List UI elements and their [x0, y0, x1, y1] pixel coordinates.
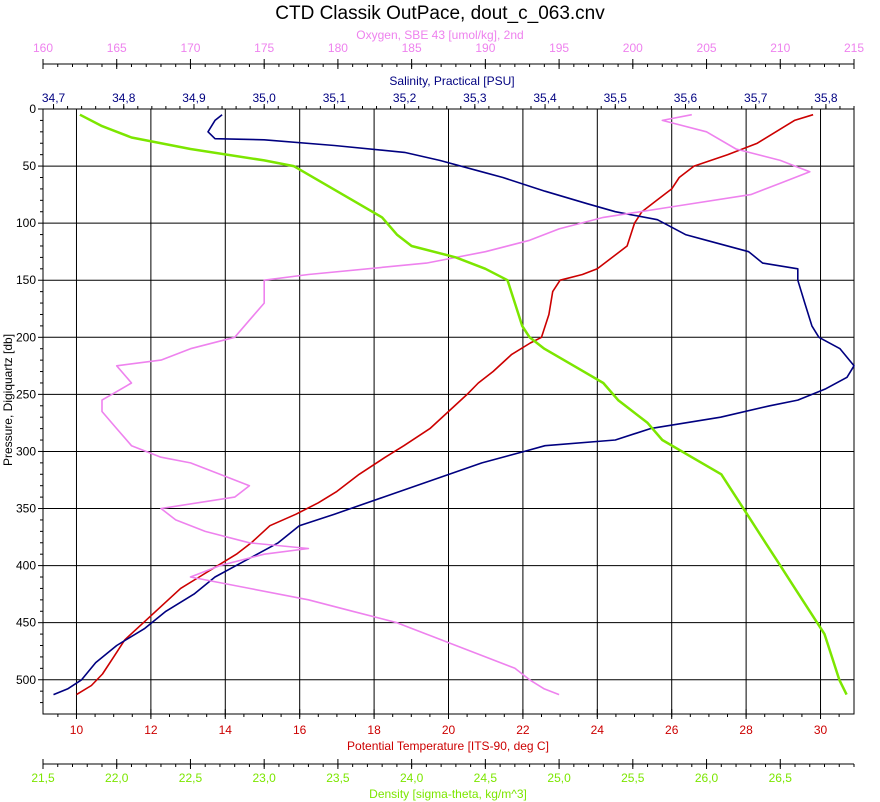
density-tick-label: 23,0	[253, 771, 277, 785]
density-axis-label: Density [sigma-theta, kg/m^3]	[369, 787, 527, 801]
chart-title: CTD Classik OutPace, dout_c_063.cnv	[275, 3, 605, 24]
salinity-tick-label: 35,6	[674, 91, 698, 105]
salinity-tick-label: 35,0	[253, 91, 277, 105]
pressure-tick-label: 0	[29, 102, 36, 116]
density-tick-label: 26,5	[769, 771, 793, 785]
density-tick-label: 23,5	[326, 771, 350, 785]
salinity-tick-label: 35,8	[814, 91, 838, 105]
pressure-axis-label: Pressure, Digiquartz [db]	[1, 334, 15, 466]
temperature-tick-label: 24	[591, 723, 605, 737]
salinity-tick-label: 35,7	[744, 91, 768, 105]
oxygen-tick-label: 195	[549, 41, 569, 55]
temperature-tick-label: 30	[814, 723, 828, 737]
salinity-tick-label: 34,7	[42, 91, 66, 105]
series-layer	[53, 113, 855, 696]
top-axes: Oxygen, SBE 43 [umol/kg], 2nd 160 165 170 1…	[33, 28, 864, 114]
oxygen-tick-label: 165	[107, 41, 127, 55]
pressure-tick-label: 350	[16, 502, 36, 516]
density-tick-label: 22,0	[105, 771, 129, 785]
salinity-tick-label: 34,8	[112, 91, 136, 105]
temperature-axis: 10 12 14 16 18 20 22 24 26 28 30	[43, 709, 854, 737]
oxygen-tick-label: 180	[328, 41, 348, 55]
pressure-tick-label: 200	[16, 330, 36, 344]
density-tick-label: 22,5	[179, 771, 203, 785]
density-tick-label: 25,0	[547, 771, 571, 785]
oxygen-tick-label: 210	[770, 41, 790, 55]
oxygen-tick-label: 190	[475, 41, 495, 55]
pressure-tick-label: 100	[16, 216, 36, 230]
salinity-tick-label: 35,3	[463, 91, 487, 105]
pressure-tick-label: 300	[16, 444, 36, 458]
temperature-tick-label: 26	[665, 723, 679, 737]
density-tick-label: 24,0	[400, 771, 424, 785]
oxygen-axis-label: Oxygen, SBE 43 [umol/kg], 2nd	[356, 28, 523, 42]
salinity-axis-label: Salinity, Practical [PSU]	[389, 74, 514, 88]
temperature-tick-label: 16	[293, 723, 307, 737]
salinity-tick-label: 35,1	[323, 91, 347, 105]
series-density-line	[79, 113, 848, 696]
pressure-tick-label: 250	[16, 387, 36, 401]
plot-area	[42, 108, 855, 715]
oxygen-axis: 160 165 170 175 180 185 190 195 200 205 210 215	[33, 41, 864, 69]
temperature-tick-label: 12	[144, 723, 158, 737]
oxygen-tick-label: 160	[33, 41, 53, 55]
density-tick-label: 24,5	[474, 771, 498, 785]
temperature-tick-label: 10	[70, 723, 84, 737]
oxygen-tick-label: 205	[697, 41, 717, 55]
temperature-tick-label: 14	[219, 723, 233, 737]
temperature-tick-label: 28	[739, 723, 753, 737]
salinity-tick-label: 34,9	[182, 91, 206, 105]
salinity-tick-label: 35,5	[604, 91, 628, 105]
temperature-axis-label: Potential Temperature [ITS-90, deg C]	[347, 739, 549, 753]
oxygen-tick-label: 175	[254, 41, 274, 55]
oxygen-tick-label: 185	[402, 41, 422, 55]
pressure-tick-label: 450	[16, 616, 36, 630]
oxygen-tick-label: 200	[623, 41, 643, 55]
bottom-axes: 10 12 14 16 18 20 22 24 26 28 30 Potential Tempera…	[31, 709, 855, 801]
salinity-tick-label: 35,2	[393, 91, 417, 105]
series-salinity-line	[53, 114, 855, 696]
pressure-axis: 0 50 100 150 200 250 300 350 400 450 500	[16, 102, 43, 704]
density-tick-label: 25,5	[621, 771, 645, 785]
pressure-tick-label: 500	[16, 673, 36, 687]
temperature-tick-label: 22	[516, 723, 530, 737]
oxygen-tick-label: 170	[180, 41, 200, 55]
density-tick-label: 26,0	[695, 771, 719, 785]
pressure-tick-label: 400	[16, 559, 36, 573]
grid	[43, 108, 854, 714]
salinity-tick-label: 35,4	[533, 91, 557, 105]
salinity-axis: 34,7 34,8 34,9 35,0 35,1 35,2 35,3 35,4 35,5 35,6…	[42, 91, 855, 114]
density-tick-label: 21,5	[31, 771, 55, 785]
series-temperature-line	[76, 113, 814, 696]
oxygen-tick-label: 215	[844, 41, 864, 55]
temperature-tick-label: 18	[367, 723, 381, 737]
pressure-tick-label: 150	[16, 273, 36, 287]
series-oxygen-line	[101, 113, 811, 696]
density-axis: 21,5 22,0 22,5 23,0 23,5 24,0 24,5 25,0 25,5 26,0…	[31, 759, 855, 785]
pressure-tick-label: 50	[23, 159, 37, 173]
temperature-tick-label: 20	[442, 723, 456, 737]
